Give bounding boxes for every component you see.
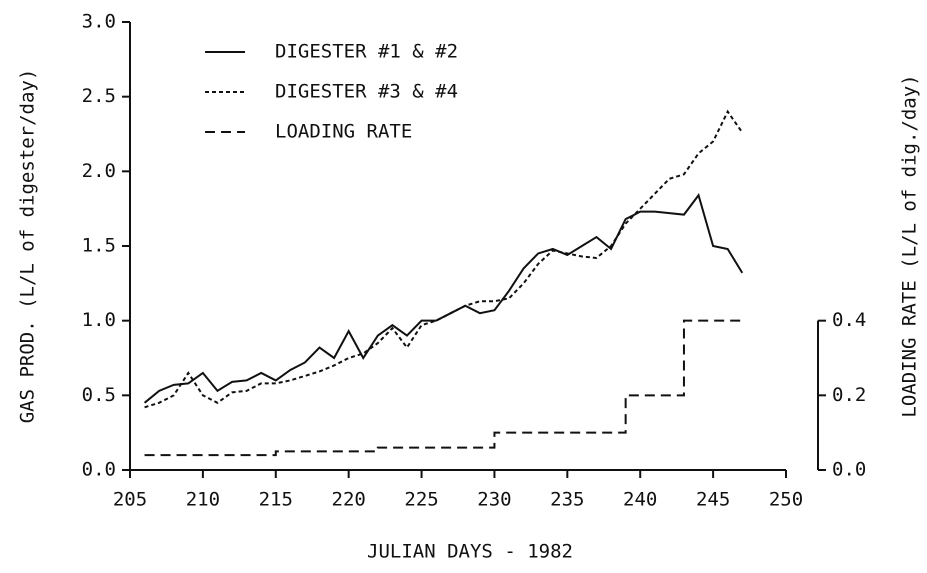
- y-tick-label: 1.5: [82, 235, 116, 257]
- y2-tick-label: 0.4: [832, 309, 866, 331]
- y-tick-label: 2.5: [82, 85, 116, 107]
- y2-tick-label: 0.2: [832, 384, 866, 406]
- x-tick-label: 235: [550, 489, 584, 511]
- y-tick-label: 2.0: [82, 160, 116, 182]
- y-tick-label: 1.0: [82, 309, 116, 331]
- y-tick-label: 0.0: [82, 459, 116, 481]
- series-line: [144, 109, 744, 409]
- x-tick-label: 250: [769, 489, 803, 511]
- y-tick-label: 0.5: [82, 384, 116, 406]
- x-tick-label: 215: [259, 489, 293, 511]
- legend-label: DIGESTER #1 & #2: [275, 41, 458, 63]
- x-tick-label: 230: [477, 489, 511, 511]
- legend-label: DIGESTER #3 & #4: [275, 81, 458, 103]
- y-tick-label: 3.0: [82, 11, 116, 33]
- y2-tick-label: 0.0: [832, 459, 866, 481]
- series-line: [144, 319, 743, 457]
- y2-axis-label: LOADING RATE (L/L of dig./day): [899, 74, 921, 417]
- x-tick-label: 240: [623, 489, 657, 511]
- x-tick-label: 210: [186, 489, 220, 511]
- y-axis-label: GAS PROD. (L/L of digester/day): [17, 69, 39, 424]
- series-line: [143, 193, 744, 404]
- x-tick-label: 205: [113, 489, 147, 511]
- x-axis-label: JULIAN DAYS - 1982: [367, 541, 573, 563]
- legend-label: LOADING RATE: [275, 121, 412, 143]
- x-tick-label: 245: [696, 489, 730, 511]
- x-tick-label: 225: [404, 489, 438, 511]
- x-tick-label: 220: [332, 489, 366, 511]
